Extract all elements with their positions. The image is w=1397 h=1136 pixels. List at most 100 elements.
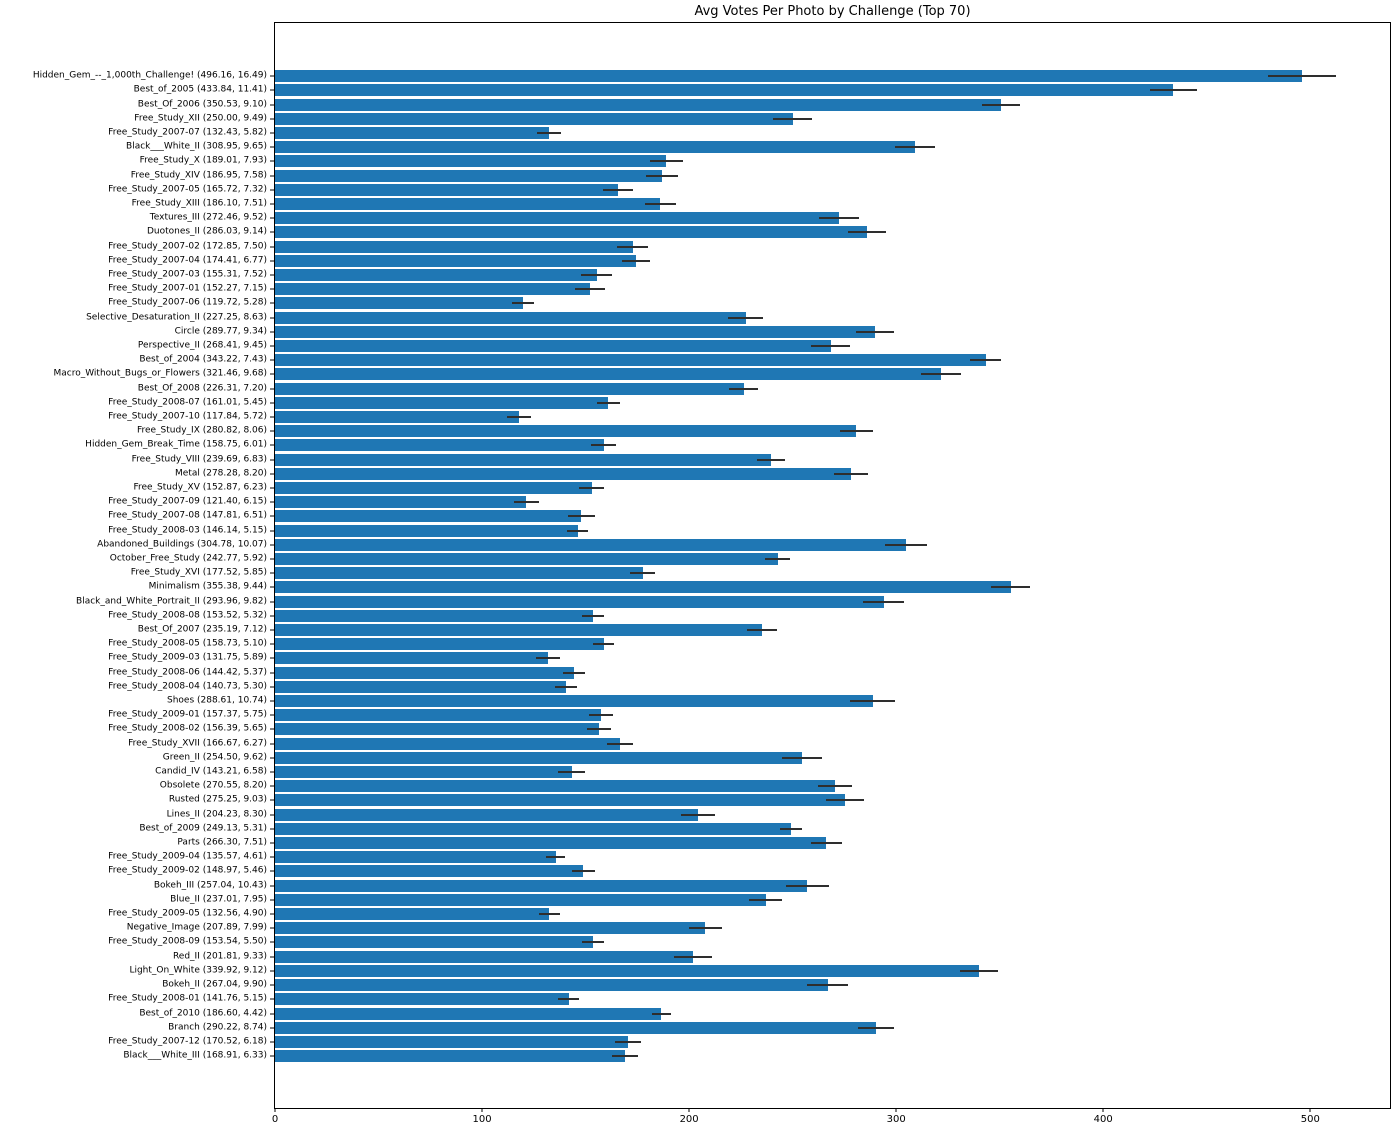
- error-bar: [646, 174, 678, 177]
- error-bar: [727, 316, 764, 319]
- bar-row: Rusted (275.25, 9.03): [169, 793, 1390, 807]
- category-label: Bokeh_II (267.04, 9.90): [162, 979, 267, 990]
- y-tick-mark: [270, 288, 274, 290]
- bar: [275, 794, 845, 807]
- bar-row: Free_Study_2007-06 (119.72, 5.28): [108, 296, 1390, 310]
- bar: [275, 311, 746, 324]
- bar: [275, 851, 556, 864]
- error-bar: [782, 756, 822, 759]
- error-bar: [970, 359, 1002, 362]
- bar-row: Best_of_2010 (186.60, 4.42): [139, 1006, 1390, 1020]
- y-tick-mark: [270, 302, 274, 304]
- y-tick-mark: [270, 984, 274, 986]
- y-tick-mark: [270, 359, 274, 361]
- bar: [275, 680, 567, 693]
- bar: [275, 354, 986, 367]
- bar-row: Free_Study_2008-04 (140.73, 5.30): [108, 680, 1390, 694]
- category-label: Light_On_White (339.92, 9.12): [129, 965, 267, 976]
- bar-row: Best_of_2005 (433.84, 11.41): [134, 83, 1390, 97]
- bar: [275, 368, 941, 381]
- bar-row: Green_II (254.50, 9.62): [163, 751, 1390, 765]
- category-label: Free_Study_2007-10 (117.84, 5.72): [108, 411, 267, 422]
- error-bar: [673, 955, 713, 958]
- y-tick-mark: [270, 899, 274, 901]
- y-tick-mark: [270, 757, 274, 759]
- y-tick-mark: [270, 544, 274, 546]
- category-label: Macro_Without_Bugs_or_Flowers (321.46, 9…: [53, 368, 267, 379]
- y-tick-mark: [270, 970, 274, 972]
- category-label: Best_Of_2006 (350.53, 9.10): [137, 99, 267, 109]
- x-tick-label: 500: [1300, 1114, 1320, 1125]
- error-bar: [1149, 89, 1197, 92]
- bar: [275, 1007, 662, 1020]
- error-bar: [680, 813, 716, 816]
- category-label: Free_Study_2007-03 (155.31, 7.52): [108, 269, 267, 280]
- category-label: Best_Of_2007 (235.19, 7.12): [137, 624, 267, 635]
- bar: [275, 709, 601, 722]
- error-bar: [1268, 75, 1337, 78]
- category-label: Candid_IV (143.21, 6.58): [155, 766, 267, 777]
- bar-row: Branch (290.22, 8.74): [168, 1021, 1390, 1035]
- error-bar: [728, 387, 759, 390]
- error-bar: [588, 714, 613, 717]
- bar-row: Best_Of_2007 (235.19, 7.12): [138, 623, 1390, 637]
- error-bar: [587, 728, 611, 731]
- error-bar: [597, 401, 620, 404]
- category-label: Free_Study_2009-02 (148.97, 5.46): [108, 865, 267, 876]
- category-label: Hidden_Gem_--_1,000th_Challenge! (496.16…: [32, 70, 267, 81]
- y-tick-mark: [270, 203, 274, 205]
- bar-rows-container: Hidden_Gem_--_1,000th_Challenge! (496.16…: [33, 69, 1390, 1063]
- bar: [275, 780, 836, 793]
- y-tick-mark: [270, 558, 274, 560]
- error-bar: [617, 245, 649, 248]
- y-tick-mark: [270, 956, 274, 958]
- y-tick-mark: [270, 459, 274, 461]
- bar: [275, 98, 1001, 111]
- error-bar: [591, 444, 617, 447]
- category-label: Circle (289.77, 9.34): [174, 326, 267, 337]
- bar: [275, 481, 592, 494]
- bar-row: Free_Study_2007-08 (147.81, 6.51): [108, 509, 1390, 523]
- error-bar: [981, 103, 1020, 106]
- bar-row: Abandoned_Buildings (304.78, 10.07): [97, 538, 1390, 552]
- error-bar: [807, 984, 849, 987]
- bar-row: October_Free_Study (242.77, 5.92): [110, 552, 1390, 566]
- y-tick-mark: [270, 317, 274, 319]
- category-label: Lines_II (204.23, 8.30): [166, 809, 267, 820]
- bar-row: Selective_Desaturation_II (227.25, 8.63): [86, 310, 1390, 324]
- x-tick-label: 400: [1093, 1114, 1113, 1125]
- category-label: Free_Study_XVII (166.67, 6.27): [128, 738, 267, 749]
- bar: [275, 737, 621, 750]
- x-tick-label: 300: [886, 1114, 906, 1125]
- category-label: Free_Study_X (189.01, 7.93): [139, 155, 267, 166]
- bar: [275, 1035, 629, 1048]
- y-tick-mark: [270, 842, 274, 844]
- error-bar: [581, 273, 613, 276]
- category-label: Free_Study_2008-03 (146.14, 5.15): [108, 525, 267, 536]
- y-tick-mark: [270, 771, 274, 773]
- category-label: Black_and_White_Portrait_II (293.96, 9.8…: [76, 596, 267, 607]
- category-label: Free_Study_2009-04 (135.57, 4.61): [108, 851, 267, 862]
- y-tick-mark: [270, 501, 274, 503]
- category-label: Free_Study_XIII (186.10, 7.51): [131, 198, 267, 209]
- y-tick-mark: [270, 828, 274, 830]
- bar: [275, 993, 569, 1006]
- category-label: Negative_Image (207.89, 7.99): [126, 922, 267, 933]
- bar-row: Lines_II (204.23, 8.30): [167, 808, 1390, 822]
- y-tick-mark: [270, 473, 274, 475]
- category-label: Free_Study_2008-06 (144.42, 5.37): [108, 667, 267, 678]
- error-bar: [607, 742, 634, 745]
- bar: [275, 567, 643, 580]
- bar: [275, 879, 808, 892]
- bar: [275, 212, 840, 225]
- y-tick-mark: [270, 927, 274, 929]
- bar: [275, 297, 523, 310]
- bar: [275, 950, 693, 963]
- bar-row: Free_Study_2007-04 (174.41, 6.77): [108, 254, 1390, 268]
- error-bar: [991, 586, 1031, 589]
- x-tick-label: 0: [271, 1114, 279, 1125]
- y-tick-mark: [270, 175, 274, 177]
- error-bar: [630, 572, 655, 575]
- bar: [275, 581, 1011, 594]
- bar-row: Free_Study_2008-08 (153.52, 5.32): [108, 609, 1390, 623]
